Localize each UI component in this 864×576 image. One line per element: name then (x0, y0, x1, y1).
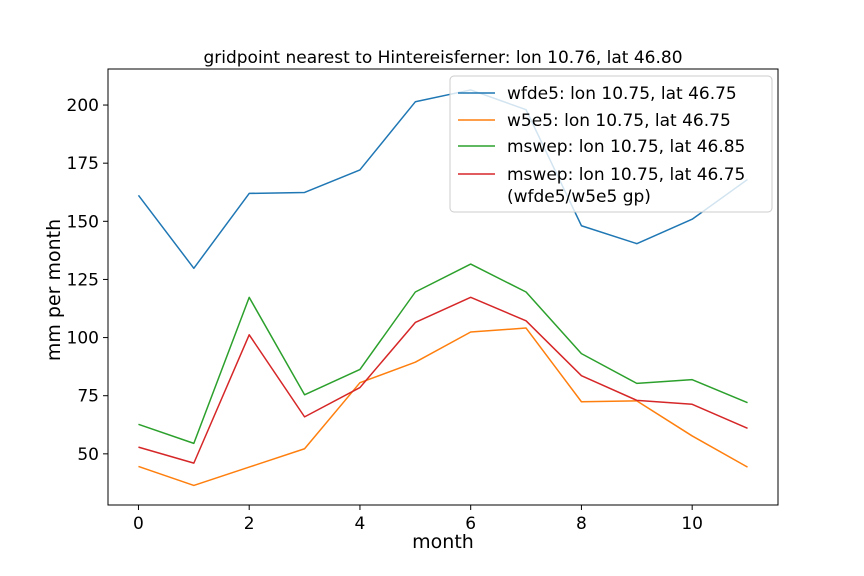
x-axis-label: month (412, 531, 474, 553)
plot-area (107, 68, 779, 506)
y-tick-label: 100 (67, 329, 99, 349)
y-tick-label: 175 (67, 154, 99, 174)
x-tick-label: 0 (133, 514, 144, 534)
x-axis: 0 2 4 6 8 10 (133, 505, 703, 534)
y-tick-label: 50 (77, 445, 99, 465)
legend-label-1: w5e5: lon 10.75, lat 46.75 (507, 111, 731, 131)
series-line-0 (137, 89, 748, 270)
legend-label-3: mswep: lon 10.75, lat 46.75 (wfde5/w5e5 g… (507, 165, 745, 207)
x-tick-label: 6 (465, 514, 476, 534)
y-tick-label: 75 (77, 387, 99, 407)
y-axis: 50 75 100 125 150 175 200 (67, 96, 108, 465)
x-tick-label: 10 (681, 514, 703, 534)
series-line-1 (138, 327, 748, 487)
y-tick-label: 200 (67, 96, 99, 116)
legend: wfde5: lon 10.75, lat 46.75 w5e5: lon 10.… (449, 75, 773, 213)
y-tick-label: 125 (67, 270, 99, 290)
x-tick-label: 4 (355, 514, 366, 534)
series-lines (137, 89, 748, 487)
y-tick-label: 150 (67, 212, 99, 232)
chart-title: gridpoint nearest to Hintereisferner: lo… (203, 48, 682, 68)
legend-label-0: wfde5: lon 10.75, lat 46.75 (507, 84, 737, 104)
x-tick-label: 8 (576, 514, 587, 534)
legend-box (449, 75, 773, 213)
x-tick-label: 2 (244, 514, 255, 534)
y-axis-label: mm per month (43, 219, 65, 361)
plot-frame (107, 68, 779, 506)
legend-label-2: mswep: lon 10.75, lat 46.85 (507, 137, 745, 157)
series-line-2 (138, 263, 748, 445)
series-line-3 (138, 296, 748, 464)
